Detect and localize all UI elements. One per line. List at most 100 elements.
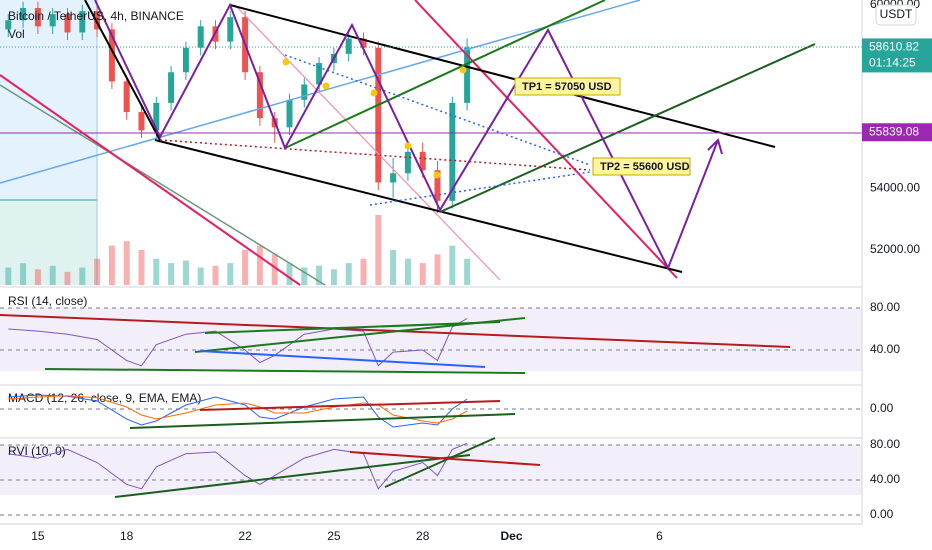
- volume-bar: [94, 258, 101, 285]
- volume-bar: [123, 241, 130, 285]
- candle-body: [49, 14, 56, 27]
- x-tick-label: 22: [238, 529, 252, 543]
- volume-bar: [153, 258, 160, 285]
- marker: [282, 58, 290, 66]
- candle-body: [301, 84, 308, 100]
- trend-line: [154, 139, 683, 273]
- countdown-label: 01:14:25: [869, 56, 916, 70]
- tp-box: [514, 77, 621, 96]
- volume-bar: [464, 258, 471, 285]
- volume-bar: [168, 263, 175, 285]
- rvi-trend: [114, 454, 471, 498]
- candle-body: [419, 151, 426, 171]
- x-tick-label: Dec: [501, 529, 523, 543]
- pane-title: RVI (10, 0): [8, 444, 66, 458]
- volume-bar: [345, 263, 352, 285]
- candle-body: [360, 38, 367, 48]
- candle-body: [94, 11, 101, 30]
- currency-button[interactable]: [875, 4, 917, 26]
- volume-bar: [390, 250, 397, 285]
- candle-body: [227, 17, 234, 42]
- candle-body: [256, 72, 263, 119]
- dotted-line: [284, 54, 591, 166]
- candle-body: [138, 112, 145, 131]
- markers: [282, 58, 467, 179]
- rvi-trend: [384, 437, 496, 488]
- candle-body: [390, 173, 397, 183]
- macd-trend: [199, 400, 501, 411]
- volume-bar: [49, 265, 56, 285]
- candle-body: [375, 47, 382, 183]
- volume-bar: [271, 254, 278, 285]
- tp-label: TP1 = 57050 USD: [522, 81, 612, 93]
- volume-bar: [256, 245, 263, 285]
- last-price-tag: [862, 38, 932, 73]
- y-tick-label: 54000.00: [870, 181, 920, 195]
- volume-bar: [212, 265, 219, 285]
- candle-body: [182, 47, 189, 73]
- volume-bar: [182, 260, 189, 285]
- candle-body: [123, 81, 130, 113]
- indicator-line: [8, 395, 468, 424]
- candle-body: [286, 99, 293, 128]
- x-tick-label: 25: [327, 529, 341, 543]
- rsi-trend: [199, 350, 486, 368]
- candle-body: [108, 29, 115, 82]
- candle-body: [449, 102, 456, 201]
- candle-body: [34, 7, 41, 27]
- rsi-trend: [194, 317, 526, 353]
- rsi-trend: [44, 368, 526, 374]
- drawings: [0, 0, 862, 498]
- line-price-tag: [862, 123, 932, 142]
- candle-body: [153, 102, 160, 131]
- marker: [433, 171, 441, 179]
- rsi-band: [0, 308, 862, 371]
- dotted-line: [369, 171, 591, 206]
- indicator-line: [8, 318, 468, 367]
- zigzag: [94, 0, 719, 271]
- trend-line: [414, 0, 678, 279]
- candle-body: [79, 11, 86, 33]
- volume-bar: [138, 250, 145, 285]
- y-tick-label: 80.00: [870, 437, 900, 451]
- trend-line: [0, 84, 326, 286]
- marker: [322, 82, 330, 90]
- trend-line: [0, 0, 641, 184]
- pane-title: MACD (12, 26, close, 9, EMA, EMA): [8, 391, 201, 405]
- y-tick-label: 40.00: [870, 342, 900, 356]
- volume-bar: [227, 263, 234, 285]
- arrow-head: [707, 138, 723, 155]
- candle-body: [20, 7, 27, 21]
- trend-line: [229, 4, 776, 148]
- macd-trend: [129, 413, 516, 429]
- volume-bar: [64, 271, 71, 285]
- volume-bar: [108, 245, 115, 285]
- y-tick-label: 0.00: [870, 507, 894, 521]
- volume-bar: [419, 263, 426, 285]
- dotted-line: [159, 139, 591, 171]
- range-box: [0, 200, 97, 285]
- marker: [459, 66, 467, 74]
- indicator-line: [8, 394, 468, 428]
- volume-bar: [34, 269, 41, 285]
- marker: [370, 89, 378, 97]
- volume-bar: [375, 215, 382, 285]
- x-tick-label: 28: [416, 529, 430, 543]
- candle-body: [464, 47, 471, 103]
- y-tick-label: 0.00: [870, 401, 894, 415]
- candle-body: [345, 38, 352, 54]
- volume-bar: [242, 250, 249, 285]
- last-price-label: 58610.82: [869, 40, 919, 54]
- candle-body: [197, 26, 204, 48]
- y-tick-label: 80.00: [870, 300, 900, 314]
- currency-button-label[interactable]: USDT: [880, 7, 913, 21]
- price-axis: [862, 0, 932, 550]
- trend-line: [234, 4, 501, 281]
- volume-label: Vol: [8, 27, 25, 41]
- y-tick-label: 40.00: [870, 472, 900, 486]
- trend-line: [439, 43, 816, 213]
- line-price-label: 55839.08: [869, 124, 919, 138]
